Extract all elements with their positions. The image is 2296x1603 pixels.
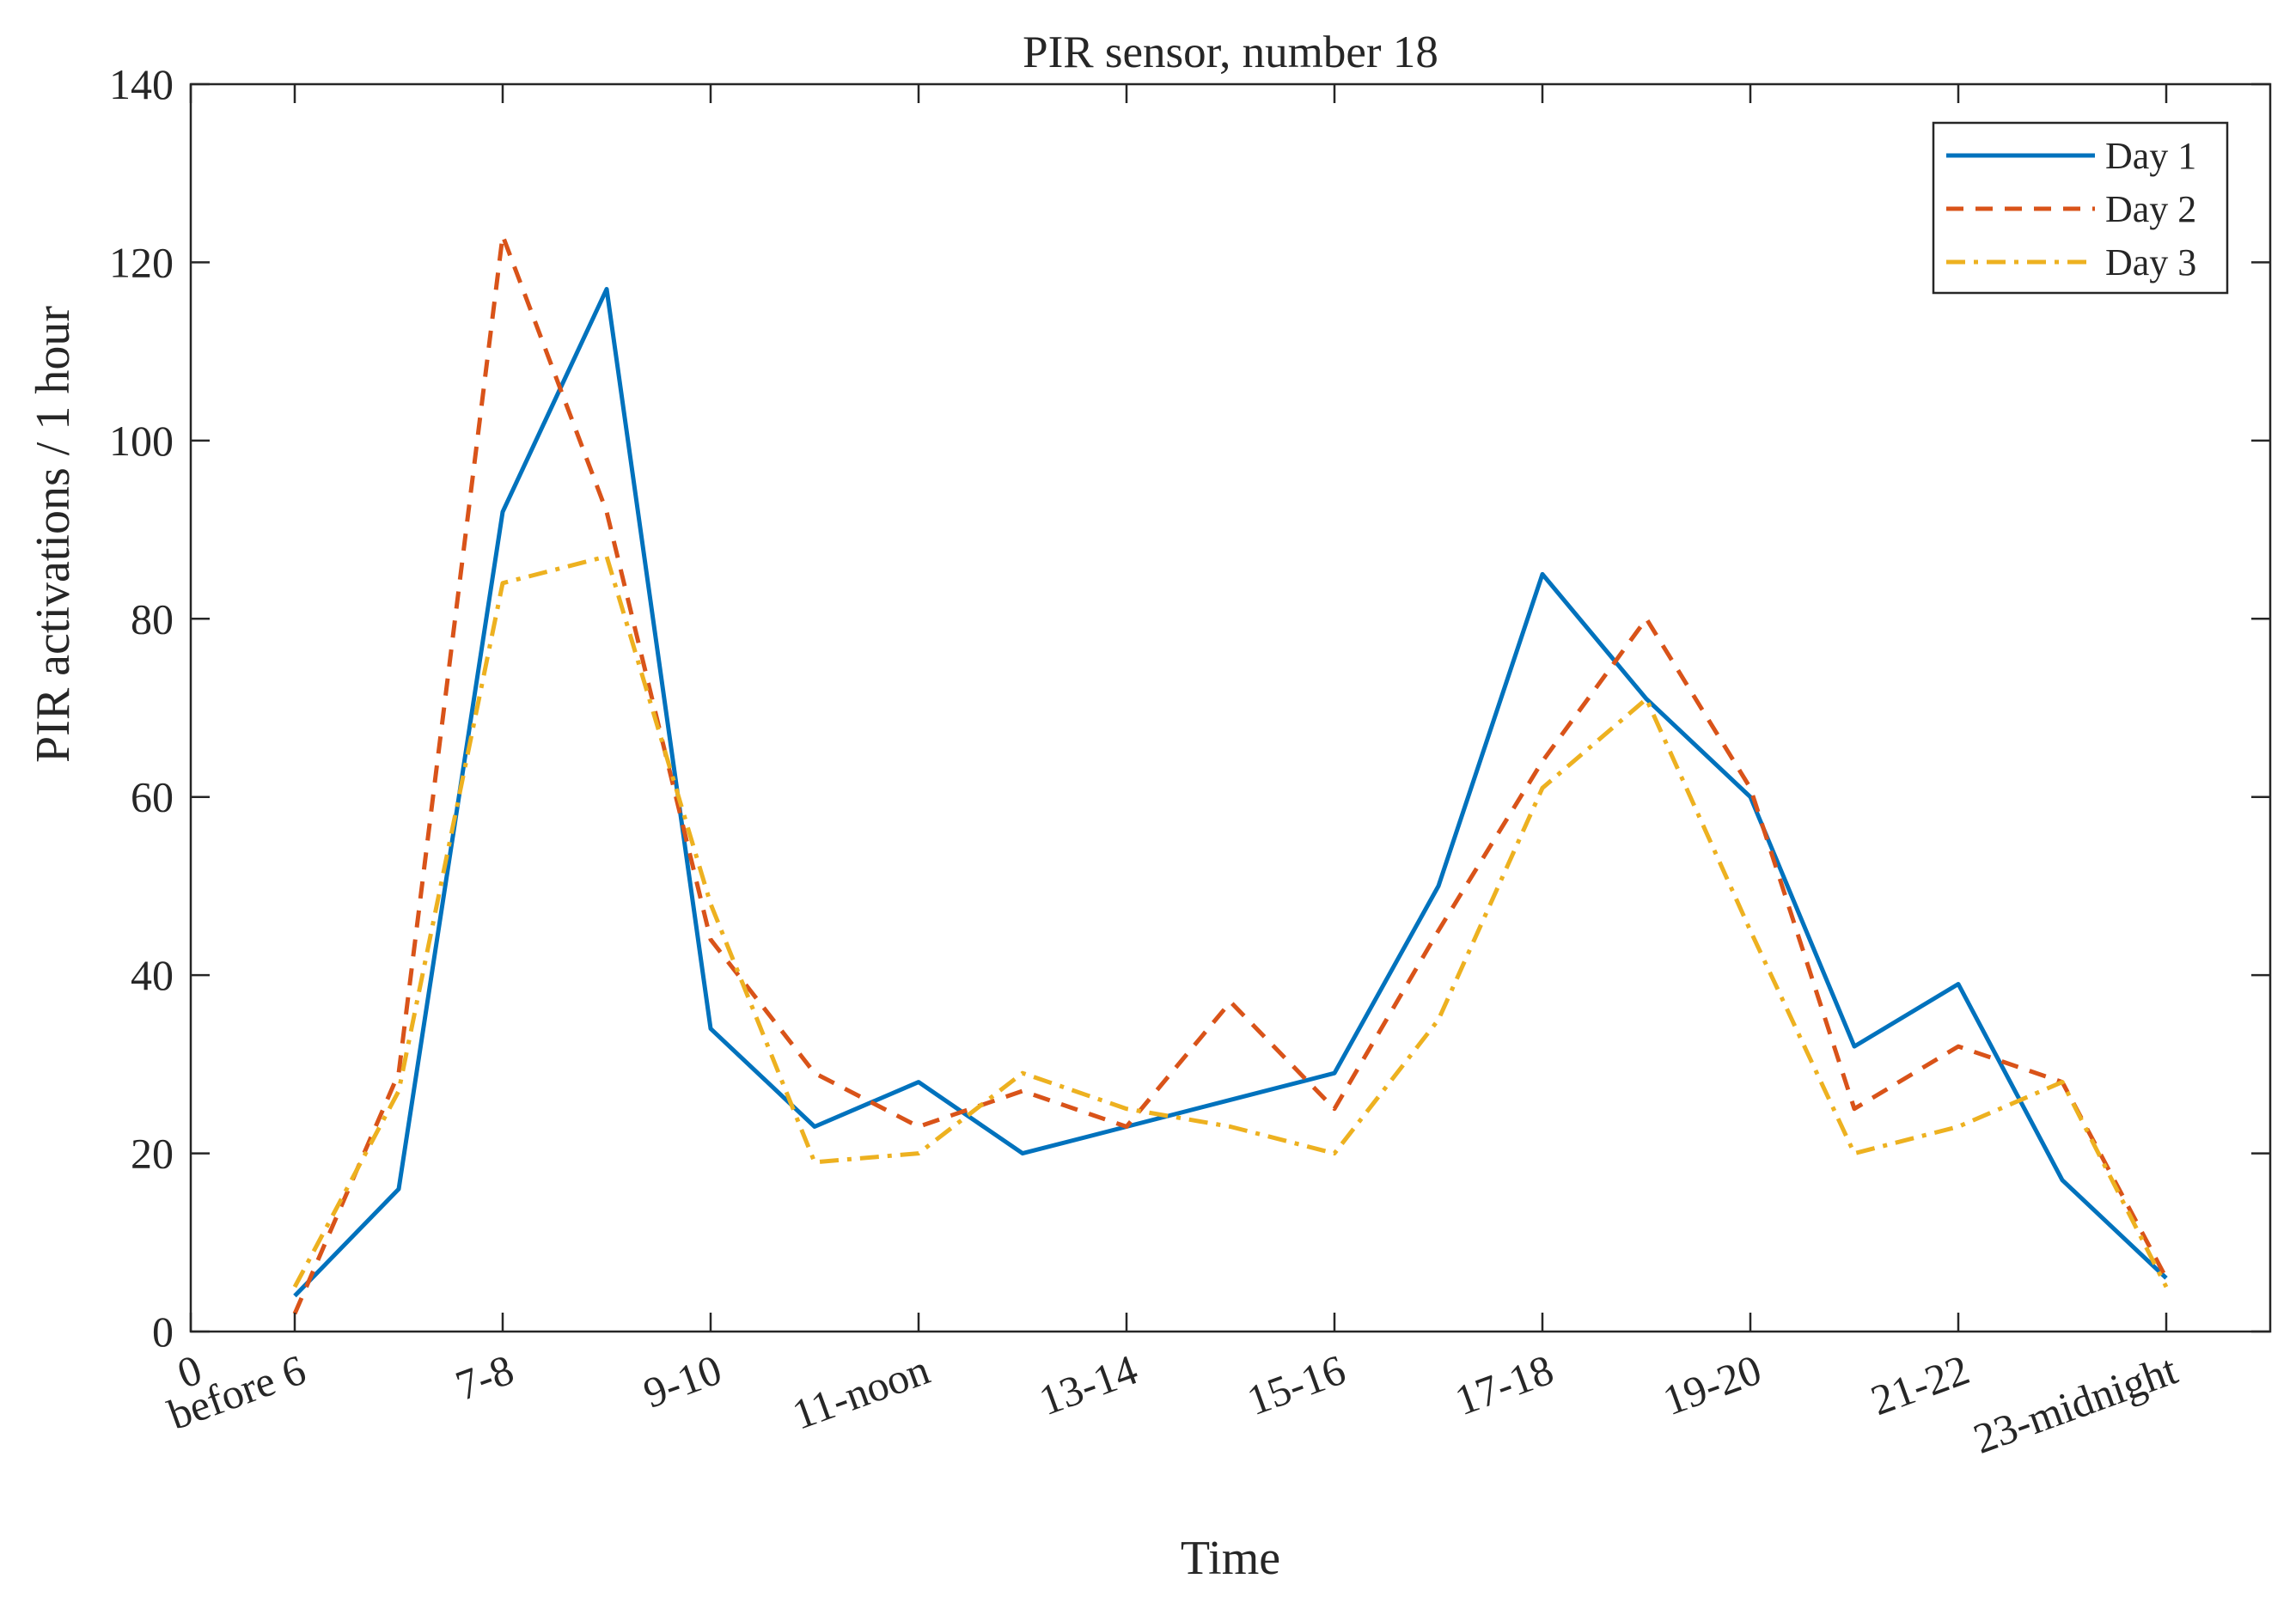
x-tick-label: 9-10 <box>637 1345 727 1417</box>
y-tick-label: 140 <box>109 60 174 108</box>
legend-label-day-2: Day 2 <box>2105 188 2196 230</box>
x-tick-label: 17-18 <box>1449 1345 1560 1425</box>
y-tick-label: 0 <box>152 1307 174 1356</box>
y-axis-title: PIR activations / 1 hour <box>27 306 80 763</box>
x-tick-label: 13-14 <box>1033 1345 1144 1425</box>
x-tick-label: 11-noon <box>786 1345 936 1439</box>
x-tick-label: 7-8 <box>449 1345 520 1410</box>
legend-label-day-3: Day 3 <box>2105 241 2196 283</box>
plot-area <box>191 84 2270 1332</box>
legend-label-day-1: Day 1 <box>2105 135 2196 177</box>
x-tick-label: 19-20 <box>1657 1345 1768 1425</box>
y-tick-label: 60 <box>131 773 174 821</box>
x-axis-title: Time <box>1181 1532 1280 1585</box>
series-layer <box>292 233 2169 1315</box>
x-tick-label: 21-22 <box>1865 1345 1975 1425</box>
y-tick-label: 80 <box>131 594 174 643</box>
legend: Day 1 Day 2 Day 3 <box>1932 121 2229 295</box>
y-tick-label: 40 <box>131 951 174 999</box>
axes-box <box>189 82 2272 1333</box>
chart-title: PIR sensor, number 18 <box>1023 27 1438 77</box>
series-line-day-3 <box>292 554 2169 1289</box>
y-tick-label: 120 <box>109 238 174 286</box>
y-tick-label: 100 <box>109 417 174 465</box>
x-tick-label: 23-midnight <box>1967 1345 2183 1463</box>
series-line-day-1 <box>293 287 2168 1298</box>
series-line-day-2 <box>292 233 2169 1315</box>
y-tick-label: 20 <box>131 1130 174 1178</box>
x-tick-label: 15-16 <box>1241 1345 1352 1425</box>
plot-background <box>191 84 2270 1332</box>
